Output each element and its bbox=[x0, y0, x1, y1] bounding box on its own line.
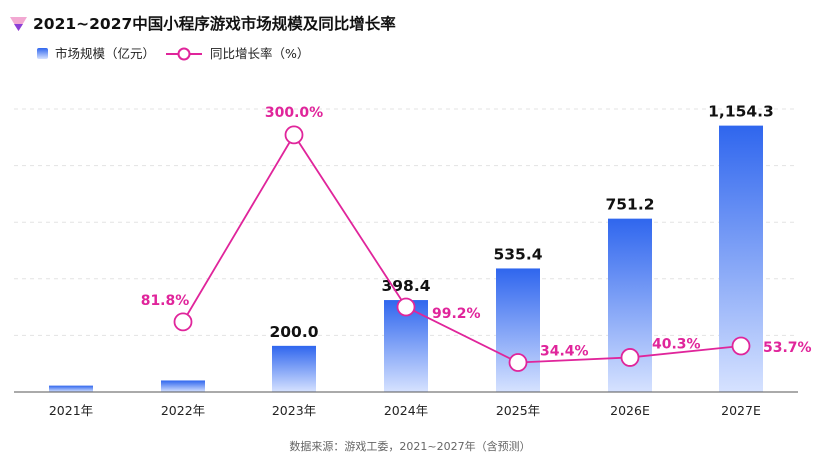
growth-value-label: 81.8% bbox=[141, 293, 190, 309]
bar bbox=[496, 268, 540, 392]
bar-value-label: 398.4 bbox=[381, 277, 430, 295]
x-tick-label: 2022年 bbox=[161, 403, 205, 418]
bar-value-label: 751.2 bbox=[605, 196, 654, 214]
legend: 市场规模（亿元） 同比增长率（%） bbox=[37, 46, 309, 61]
x-tick-label: 2023年 bbox=[272, 403, 316, 418]
growth-data-labels: 81.8% 300.0% 99.2% 34.4% 40.3% 53.7% bbox=[141, 105, 812, 360]
x-tick-label: 2025年 bbox=[496, 403, 540, 418]
growth-point bbox=[508, 353, 528, 372]
growth-point bbox=[284, 125, 304, 145]
growth-value-label: 53.7% bbox=[763, 340, 812, 356]
legend-line-label: 同比增长率（%） bbox=[210, 46, 309, 61]
bar bbox=[272, 345, 316, 392]
growth-value-label: 300.0% bbox=[265, 105, 323, 121]
bar-data-labels: 200.0 398.4 535.4 751.2 1,154.3 bbox=[269, 103, 773, 341]
x-tick-label: 2021年 bbox=[49, 403, 93, 418]
x-tick-label: 2027E bbox=[721, 403, 761, 418]
brand-logo-icon bbox=[10, 17, 27, 31]
legend-bar-swatch bbox=[37, 48, 48, 59]
growth-value-label: 40.3% bbox=[652, 336, 701, 352]
growth-point bbox=[731, 336, 751, 356]
legend-bar-label: 市场规模（亿元） bbox=[55, 46, 155, 61]
chart-title: 2021~2027中国小程序游戏市场规模及同比增长率 bbox=[33, 14, 396, 33]
bar bbox=[49, 385, 93, 392]
growth-point bbox=[620, 348, 640, 367]
source-note: 数据来源：游戏工委，2021~2027年（含预测） bbox=[289, 439, 530, 453]
legend-line-marker bbox=[177, 47, 191, 61]
x-axis-tick-labels: 2021年 2022年 2023年 2024年 2025年 2026E 2027E bbox=[49, 403, 761, 418]
bar-value-label: 200.0 bbox=[269, 323, 318, 341]
bar-value-label: 1,154.3 bbox=[708, 103, 774, 121]
bar bbox=[161, 380, 205, 392]
growth-line-series bbox=[173, 125, 751, 372]
x-tick-label: 2026E bbox=[610, 403, 650, 418]
growth-line bbox=[182, 133, 742, 364]
growth-value-label: 34.4% bbox=[540, 344, 589, 360]
growth-value-label: 99.2% bbox=[432, 306, 481, 322]
growth-point bbox=[173, 312, 193, 332]
growth-point bbox=[396, 297, 416, 317]
x-tick-label: 2024年 bbox=[384, 403, 428, 418]
bar-value-label: 535.4 bbox=[493, 245, 542, 263]
